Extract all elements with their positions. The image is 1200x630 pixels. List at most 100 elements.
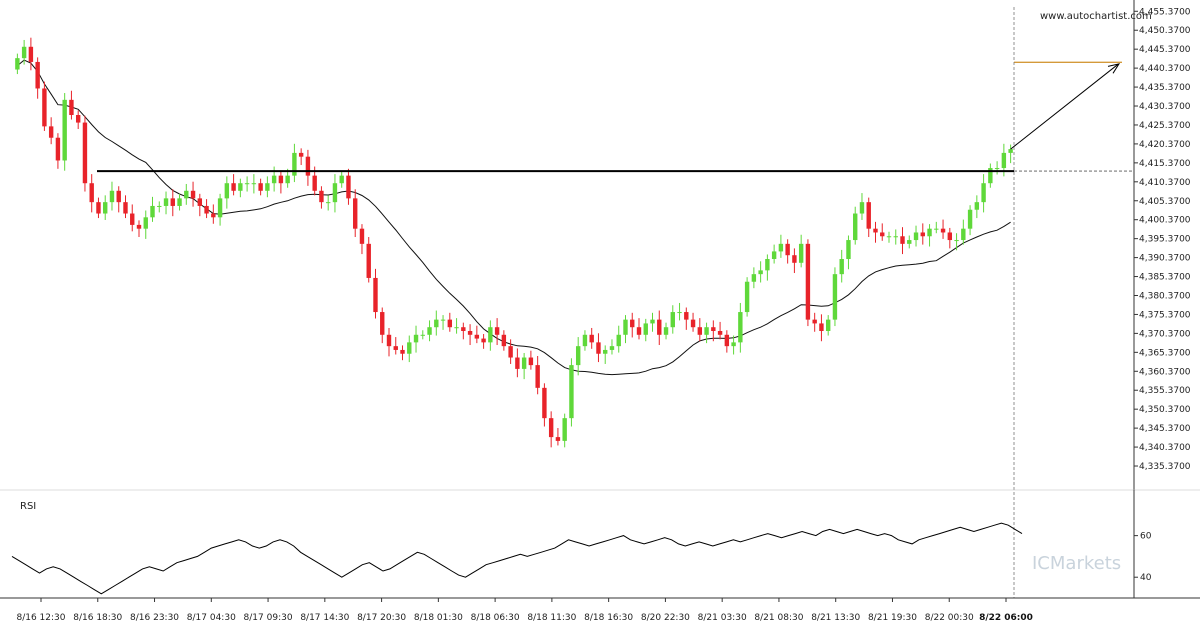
candle-down	[190, 190, 196, 199]
candle-up	[292, 152, 297, 176]
candle-up	[521, 357, 527, 369]
brand-watermark: ICMarkets	[1032, 553, 1121, 574]
candle-up	[217, 198, 223, 218]
candle-down	[494, 327, 500, 335]
candle-up	[569, 365, 574, 419]
candle-down	[35, 61, 40, 89]
rsi-tick-label: 60	[1140, 532, 1152, 542]
candle-down	[481, 338, 486, 343]
candle-down	[657, 319, 662, 335]
candle-down	[346, 175, 351, 199]
candle-down	[548, 418, 554, 438]
candle-up	[244, 183, 250, 185]
time-tick-label: 8/17 14:30	[300, 613, 349, 623]
candle-up	[440, 319, 446, 321]
time-tick-label: 8/18 16:30	[584, 613, 633, 623]
time-tick-label: 8/18 01:30	[414, 613, 463, 623]
price-tick-label: 4,430.3700	[1139, 102, 1191, 112]
candle-down	[589, 334, 594, 343]
price-tick-label: 4,385.3700	[1139, 273, 1191, 283]
price-tick-label: 4,395.3700	[1139, 235, 1191, 245]
candle-down	[596, 342, 601, 354]
candle-up	[981, 183, 986, 203]
candle-down	[75, 115, 81, 123]
candle-down	[515, 357, 520, 369]
candle-down	[535, 365, 540, 388]
price-tick-label: 4,355.3700	[1139, 386, 1191, 396]
candle-down	[684, 312, 689, 320]
candle-down	[812, 319, 817, 324]
rsi-tick-label: 40	[1140, 573, 1152, 583]
candle-down	[28, 46, 34, 62]
candle-down	[920, 232, 925, 237]
candle-up	[109, 190, 115, 203]
candle-up	[994, 168, 1000, 170]
candle-down	[501, 334, 507, 347]
price-tick-label: 4,365.3700	[1139, 348, 1191, 358]
candle-up	[663, 327, 669, 335]
candle-up	[731, 342, 736, 347]
candle-up	[562, 418, 567, 441]
time-tick-label: 8/18 11:30	[527, 613, 576, 623]
candle-down	[474, 334, 480, 339]
candle-down	[717, 331, 723, 335]
price-tick-label: 4,390.3700	[1139, 254, 1191, 264]
candle-up	[434, 319, 439, 328]
candle-down	[312, 175, 317, 191]
candle-up	[62, 99, 67, 161]
candle-up	[825, 319, 831, 331]
candle-down	[690, 319, 696, 328]
candle-up	[163, 198, 169, 206]
candle-down	[359, 228, 365, 244]
candle-down	[542, 387, 547, 419]
price-tick-label: 4,450.3700	[1139, 26, 1191, 36]
candle-down	[170, 198, 175, 206]
candle-up	[907, 240, 912, 244]
time-tick-label: 8/17 20:30	[357, 613, 406, 623]
candle-up	[325, 202, 331, 204]
time-tick-label: 8/17 09:30	[244, 613, 293, 623]
candle-up	[744, 281, 750, 313]
candle-down	[792, 255, 797, 263]
candle-down	[69, 99, 74, 115]
time-tick-label: 8/18 06:30	[471, 613, 520, 623]
candle-down	[305, 156, 311, 176]
candle-down	[900, 236, 905, 244]
time-tick-label: 8/22 06:00	[979, 613, 1033, 623]
candle-up	[771, 251, 777, 259]
site-watermark[interactable]: www.autochartist.com	[1040, 11, 1152, 22]
candle-up	[224, 183, 230, 199]
candle-up	[582, 334, 588, 347]
candle-up	[420, 334, 425, 336]
candle-up	[974, 202, 980, 210]
candle-down	[697, 327, 703, 335]
candle-up	[1001, 152, 1007, 169]
candle-up	[251, 183, 257, 185]
price-tick-label: 4,455.3700	[1139, 7, 1191, 17]
candle-down	[197, 198, 203, 206]
candle-up	[778, 243, 784, 252]
price-tick-label: 4,400.3700	[1139, 216, 1191, 226]
candle-up	[670, 312, 675, 328]
candle-down	[805, 243, 811, 320]
candle-down	[508, 346, 513, 358]
candle-down	[136, 224, 142, 229]
candle-down	[353, 198, 358, 229]
candle-down	[386, 334, 392, 347]
price-tick-label: 4,335.3700	[1139, 462, 1191, 472]
candle-down	[42, 88, 47, 127]
candle-down	[785, 243, 790, 256]
candle-up	[238, 183, 243, 191]
candle-up	[643, 323, 648, 335]
candle-up	[886, 236, 892, 238]
candle-down	[116, 190, 121, 203]
time-tick-label: 8/20 22:30	[641, 613, 690, 623]
candle-up	[1008, 149, 1013, 153]
candle-up	[609, 346, 615, 350]
candle-up	[623, 319, 628, 335]
candle-up	[677, 312, 682, 314]
candle-up	[893, 236, 898, 238]
candle-up	[954, 240, 959, 242]
price-tick-label: 4,360.3700	[1139, 367, 1191, 377]
candle-up	[21, 46, 27, 59]
